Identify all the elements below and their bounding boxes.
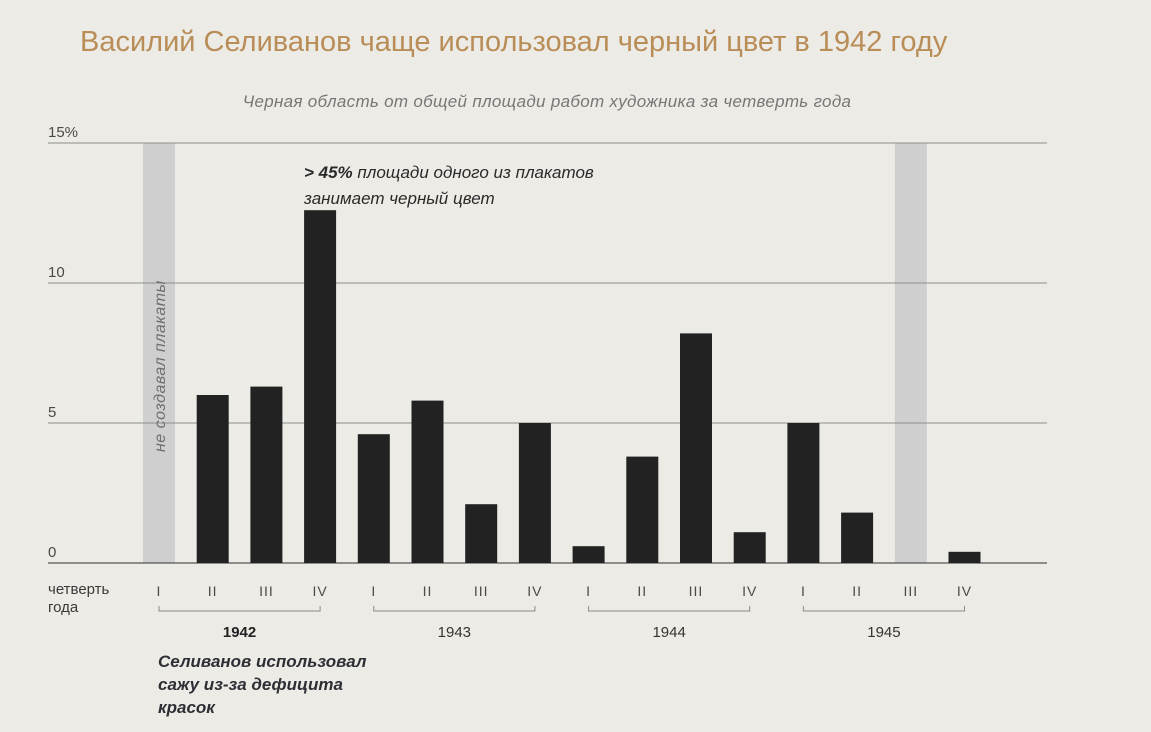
chart-annotation: > 45% площади одного из плакатов занимае… xyxy=(304,160,594,212)
x-tick-label: I xyxy=(586,583,591,599)
x-tick-label: IV xyxy=(957,583,972,599)
bar xyxy=(733,532,766,563)
year-label: 1942 xyxy=(223,624,256,641)
y-axis-ticks: 0 5 10 15% xyxy=(48,124,78,561)
footnote-line3: красок xyxy=(158,698,215,717)
footnote-line2: сажу из-за дефицита xyxy=(158,675,343,694)
y-tick-label: 0 xyxy=(48,544,56,561)
bar xyxy=(411,400,444,563)
bar xyxy=(948,551,981,563)
quarter-axis-label: четверть года xyxy=(48,581,109,617)
footnote-line1: Селиванов использовал xyxy=(158,652,367,671)
y-tick-label: 10 xyxy=(48,264,65,281)
x-tick-label: II xyxy=(852,583,862,599)
chart-subtitle: Черная область от общей площади работ ху… xyxy=(242,92,852,111)
bar xyxy=(250,386,283,563)
x-tick-label: III xyxy=(689,583,704,599)
x-tick-label: IV xyxy=(742,583,757,599)
x-tick-label: III xyxy=(903,583,918,599)
no-posters-band xyxy=(894,143,927,563)
x-tick-label: II xyxy=(208,583,218,599)
bar xyxy=(841,512,874,563)
chart-title: Василий Селиванов чаще использовал черны… xyxy=(80,26,948,58)
bar xyxy=(626,456,659,563)
x-tick-label: I xyxy=(157,583,162,599)
x-tick-label: IV xyxy=(527,583,542,599)
no-posters-bands xyxy=(143,143,927,563)
x-tick-label: IV xyxy=(312,583,327,599)
bar xyxy=(304,210,337,563)
bar xyxy=(787,423,820,563)
year-group: 1943 xyxy=(373,606,536,641)
annotation-text-2: занимает черный цвет xyxy=(304,189,495,208)
bar xyxy=(465,504,498,563)
year-group: 1944 xyxy=(588,606,751,641)
year-bracket xyxy=(373,606,536,612)
x-tick-label: III xyxy=(474,583,489,599)
y-tick-label: 5 xyxy=(48,404,56,421)
year-label: 1943 xyxy=(438,624,471,641)
bars xyxy=(196,210,981,563)
year-bracket xyxy=(802,606,965,612)
no-posters-label: не создавал плакаты xyxy=(152,280,169,452)
x-axis-ticks: I II III IV I II III IV I II III IV I II III IV xyxy=(157,583,972,599)
bar xyxy=(518,423,551,563)
y-tick-label: 15% xyxy=(48,124,78,141)
bar xyxy=(572,546,605,563)
bar xyxy=(357,434,390,563)
year-group: 1945 xyxy=(802,606,965,641)
year-group: 1942 xyxy=(158,606,321,641)
year-label: 1944 xyxy=(652,624,685,641)
year-groups: 1942 1943 1944 1945 xyxy=(158,606,965,641)
year-bracket xyxy=(588,606,751,612)
annotation-highlight: > 45% xyxy=(304,163,353,182)
year-label: 1945 xyxy=(867,624,900,641)
no-posters-band xyxy=(143,143,175,563)
year-bracket xyxy=(158,606,321,612)
x-tick-label: III xyxy=(259,583,274,599)
bar xyxy=(680,333,712,563)
x-tick-label: I xyxy=(371,583,376,599)
x-tick-label: II xyxy=(637,583,647,599)
x-tick-label: II xyxy=(423,583,433,599)
bar xyxy=(196,395,229,563)
x-tick-label: I xyxy=(801,583,806,599)
annotation-text-1: площади одного из плакатов xyxy=(352,163,594,182)
footnote: Селиванов использовал сажу из-за дефицит… xyxy=(158,650,366,719)
quarter-label-line1: четверть xyxy=(48,581,110,598)
quarter-label-line2: года xyxy=(48,599,79,616)
